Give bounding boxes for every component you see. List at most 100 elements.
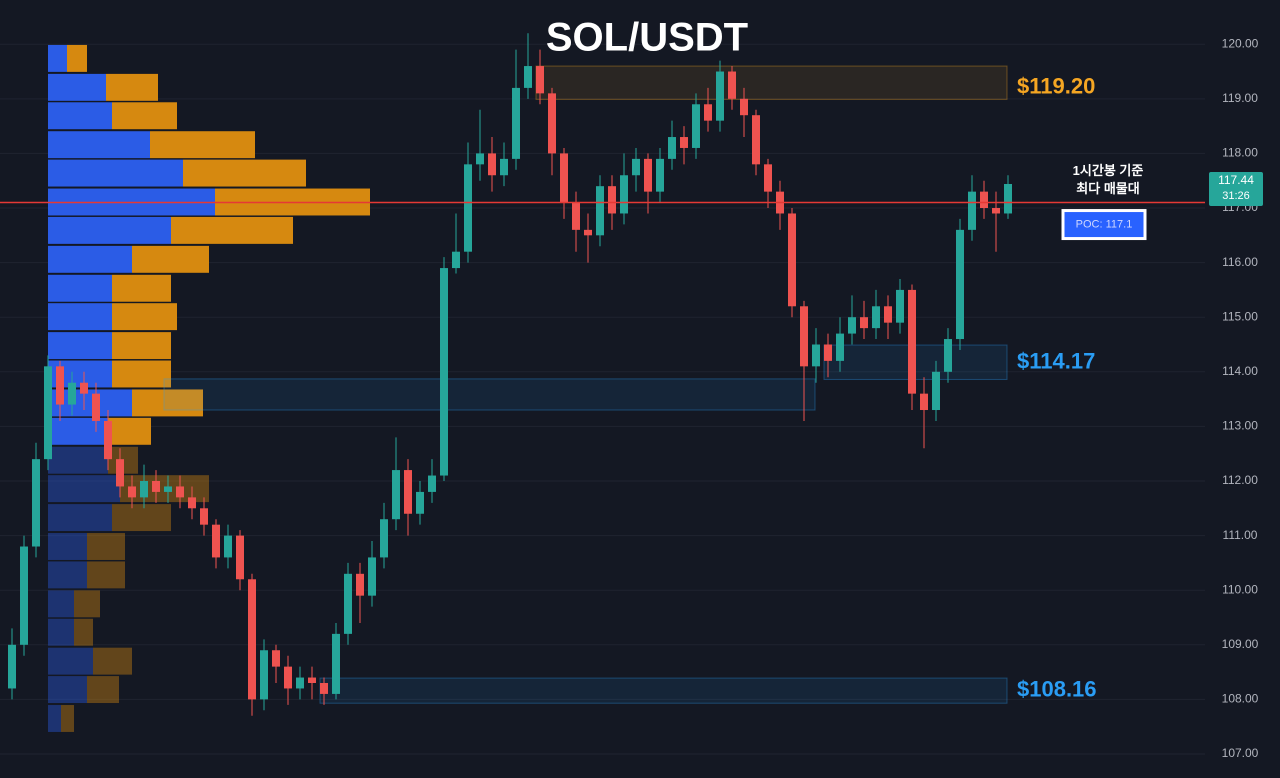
candle-body bbox=[1004, 183, 1012, 214]
candle-body bbox=[140, 480, 148, 498]
candles bbox=[8, 33, 1012, 716]
profile-sell bbox=[67, 44, 87, 72]
candle-body bbox=[260, 650, 268, 700]
candle-body bbox=[560, 153, 568, 203]
candle-body bbox=[740, 98, 748, 116]
candle-body bbox=[584, 229, 592, 236]
candle-body bbox=[848, 317, 856, 334]
zone bbox=[535, 65, 1008, 100]
profile-buy bbox=[48, 303, 112, 331]
candle-body bbox=[440, 268, 448, 476]
y-tick-label: 108.00 bbox=[1222, 692, 1259, 706]
candle-body bbox=[500, 158, 508, 176]
candle-body bbox=[44, 366, 52, 460]
candle-body bbox=[488, 153, 496, 176]
candle-body bbox=[428, 475, 436, 492]
profile-sell bbox=[93, 647, 132, 675]
candle-body bbox=[404, 470, 412, 514]
candle-body bbox=[752, 115, 760, 165]
candle-body bbox=[548, 93, 556, 154]
zone-label: $108.16 bbox=[1017, 676, 1097, 701]
candle-body bbox=[68, 382, 76, 405]
candle-body bbox=[668, 137, 676, 159]
candle-body bbox=[320, 683, 328, 694]
candle-body bbox=[728, 71, 736, 99]
profile-buy bbox=[48, 102, 112, 130]
candle-body bbox=[80, 382, 88, 394]
candle-body bbox=[596, 186, 604, 236]
profile-buy bbox=[48, 417, 108, 445]
y-tick-label: 112.00 bbox=[1222, 473, 1258, 487]
profile-sell bbox=[112, 360, 171, 388]
y-tick-label: 118.00 bbox=[1222, 146, 1258, 160]
candle-body bbox=[152, 480, 160, 492]
candle-body bbox=[512, 87, 520, 159]
candle-body bbox=[860, 317, 868, 329]
candle-body bbox=[812, 344, 820, 367]
profile-sell bbox=[74, 618, 93, 646]
profile-sell bbox=[87, 676, 119, 704]
candle-body bbox=[968, 191, 976, 230]
candle-body bbox=[284, 666, 292, 689]
price-tag-label: 117.44 bbox=[1218, 173, 1254, 187]
profile-sell bbox=[112, 332, 171, 360]
countdown: 31:26 bbox=[1222, 190, 1250, 202]
annotation: 최다 매물대 bbox=[1076, 181, 1139, 196]
y-tick-label: 110.00 bbox=[1222, 582, 1258, 596]
profile-buy bbox=[48, 475, 120, 503]
candle-body bbox=[176, 486, 184, 498]
profile-sell bbox=[87, 561, 125, 589]
profile-sell bbox=[108, 417, 151, 445]
profile-buy bbox=[48, 676, 87, 704]
poc-label: POC: 117.1 bbox=[1076, 218, 1133, 230]
candle-body bbox=[692, 104, 700, 148]
profile-buy bbox=[48, 504, 112, 532]
candle-body bbox=[452, 251, 460, 269]
chart-title: SOL/USDT bbox=[546, 16, 748, 60]
profile-buy bbox=[48, 73, 106, 101]
candle-body bbox=[32, 459, 40, 547]
candle-body bbox=[536, 66, 544, 94]
profile-sell bbox=[183, 159, 306, 187]
y-tick-label: 120.00 bbox=[1222, 36, 1259, 50]
zone bbox=[163, 378, 816, 411]
candle-body bbox=[824, 344, 832, 361]
annotation: 1시간봉 기준 bbox=[1073, 163, 1144, 178]
profile-sell bbox=[132, 389, 203, 417]
profile-sell bbox=[112, 303, 177, 331]
profile-buy bbox=[48, 705, 61, 732]
candle-body bbox=[92, 393, 100, 421]
candle-body bbox=[872, 306, 880, 329]
zone-label: $114.17 bbox=[1017, 348, 1095, 373]
zone-label: $119.20 bbox=[1017, 74, 1095, 99]
candle-body bbox=[656, 158, 664, 192]
candle-body bbox=[956, 229, 964, 340]
profile-buy bbox=[48, 618, 74, 646]
candle-body bbox=[800, 306, 808, 367]
candle-body bbox=[920, 393, 928, 411]
candle-body bbox=[8, 644, 16, 689]
candle-body bbox=[764, 164, 772, 192]
candle-body bbox=[944, 339, 952, 372]
profile-sell bbox=[150, 131, 255, 159]
profile-sell bbox=[112, 504, 171, 532]
candle-body bbox=[416, 491, 424, 514]
profile-buy bbox=[48, 332, 112, 360]
candle-body bbox=[644, 158, 652, 192]
candle-body bbox=[116, 459, 124, 487]
profile-sell bbox=[87, 533, 125, 560]
y-tick-label: 111.00 bbox=[1223, 528, 1258, 542]
y-tick-label: 119.00 bbox=[1222, 91, 1258, 105]
y-tick-label: 114.00 bbox=[1222, 364, 1258, 378]
candle-body bbox=[980, 191, 988, 209]
candle-body bbox=[56, 366, 64, 405]
zone bbox=[319, 677, 1008, 704]
profile-buy bbox=[48, 533, 87, 560]
profile-buy bbox=[48, 44, 67, 72]
y-tick-label: 113.00 bbox=[1222, 419, 1258, 433]
candle-body bbox=[524, 66, 532, 88]
poc-box bbox=[1061, 209, 1147, 241]
